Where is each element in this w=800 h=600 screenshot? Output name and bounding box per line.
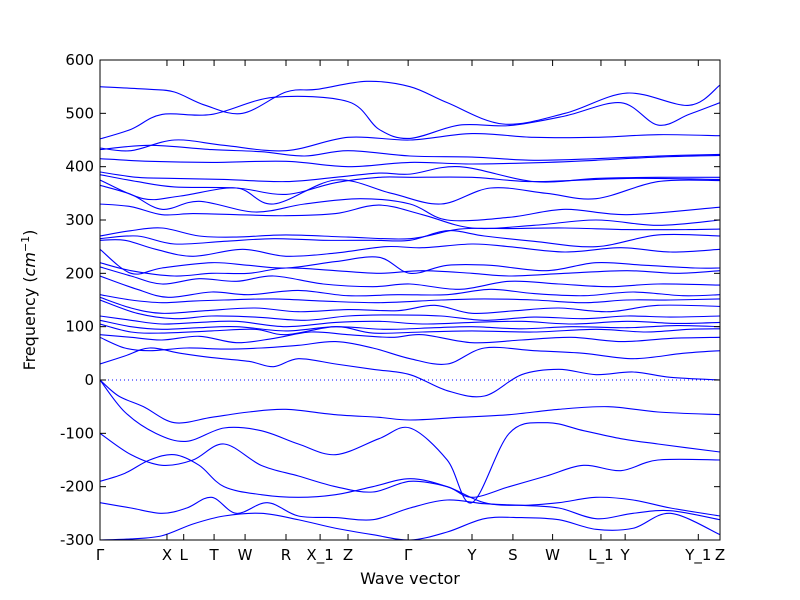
y-tick-label: 300 <box>65 211 94 229</box>
x-axis: Γ X L T W R X_1 Z Γ Y S W L_1 Y Y_1 Z <box>96 60 725 565</box>
phonon-branch-14 <box>100 248 720 275</box>
y-tick-label: 100 <box>65 318 94 336</box>
phonon-branch-31 <box>100 496 720 521</box>
x-tick-label: Y_1 <box>684 546 711 565</box>
y-axis-label: Frequency (cm−1) <box>19 230 40 371</box>
phonon-branch-26 <box>100 347 720 398</box>
dispersion-curves <box>100 80 720 540</box>
y-tick-label: 600 <box>65 51 94 69</box>
phonon-branch-19 <box>100 296 720 315</box>
phonon-branch-17 <box>100 275 720 298</box>
y-tick-label: -100 <box>60 424 94 442</box>
x-tick-label: S <box>508 546 518 564</box>
phonon-branch-24 <box>100 331 720 344</box>
phonon-branch-18 <box>100 294 720 304</box>
phonon-branch-13 <box>100 239 720 257</box>
y-tick-label: 200 <box>65 264 94 282</box>
x-tick-label: Y <box>620 546 631 564</box>
phonon-branch-27 <box>100 379 720 424</box>
phonon-branch-5 <box>100 154 720 168</box>
x-tick-label: Z <box>715 546 725 564</box>
phonon-branch-32 <box>100 512 720 540</box>
phonon-branch-1 <box>100 80 720 125</box>
plot-frame <box>99 59 721 541</box>
phonon-branch-25 <box>100 336 720 365</box>
phonon-branch-3 <box>100 133 720 152</box>
phonon-branch-22 <box>100 319 720 332</box>
y-tick-label: -300 <box>60 531 94 549</box>
phonon-branch-20 <box>100 299 720 321</box>
phonon-branch-2 <box>100 95 720 140</box>
x-tick-label: T <box>208 546 219 564</box>
y-tick-label: 400 <box>65 158 94 176</box>
phonon-branch-21 <box>100 315 720 328</box>
x-tick-label: Γ <box>404 546 413 564</box>
x-tick-label: W <box>238 546 253 564</box>
x-tick-label: Z <box>343 546 353 564</box>
phonon-branch-8 <box>100 179 720 205</box>
phonon-branch-4 <box>100 144 720 161</box>
x-tick-label: X <box>162 546 172 564</box>
x-tick-label: W <box>545 546 560 564</box>
y-tick-label: -200 <box>60 478 94 496</box>
y-tick-label: 0 <box>84 371 94 389</box>
x-tick-label: L_1 <box>588 546 613 565</box>
y-tick-label: 500 <box>65 104 94 122</box>
phonon-branch-28 <box>100 379 720 504</box>
phonon-branch-29 <box>100 432 720 498</box>
phonon-branch-12 <box>100 230 720 248</box>
x-tick-label: L <box>180 546 189 564</box>
y-axis: -300 -200 -100 0 100 200 300 400 500 600 <box>60 51 720 549</box>
phonon-branch-10 <box>100 203 720 230</box>
phonon-branch-15 <box>100 262 720 277</box>
phonon-branch-16 <box>100 266 720 290</box>
x-tick-label: R <box>281 546 291 564</box>
phonon-branch-23 <box>100 323 720 336</box>
x-tick-label: Γ <box>96 546 105 564</box>
phonon-branch-30 <box>100 453 720 517</box>
phonon-branch-11 <box>100 227 720 240</box>
phonon-branch-9 <box>100 184 720 222</box>
x-tick-label: Y <box>466 546 477 564</box>
phonon-branch-7 <box>100 174 720 195</box>
x-tick-label: X_1 <box>306 546 333 565</box>
x-axis-label: Wave vector <box>360 569 460 588</box>
phonon-branch-6 <box>100 166 720 183</box>
